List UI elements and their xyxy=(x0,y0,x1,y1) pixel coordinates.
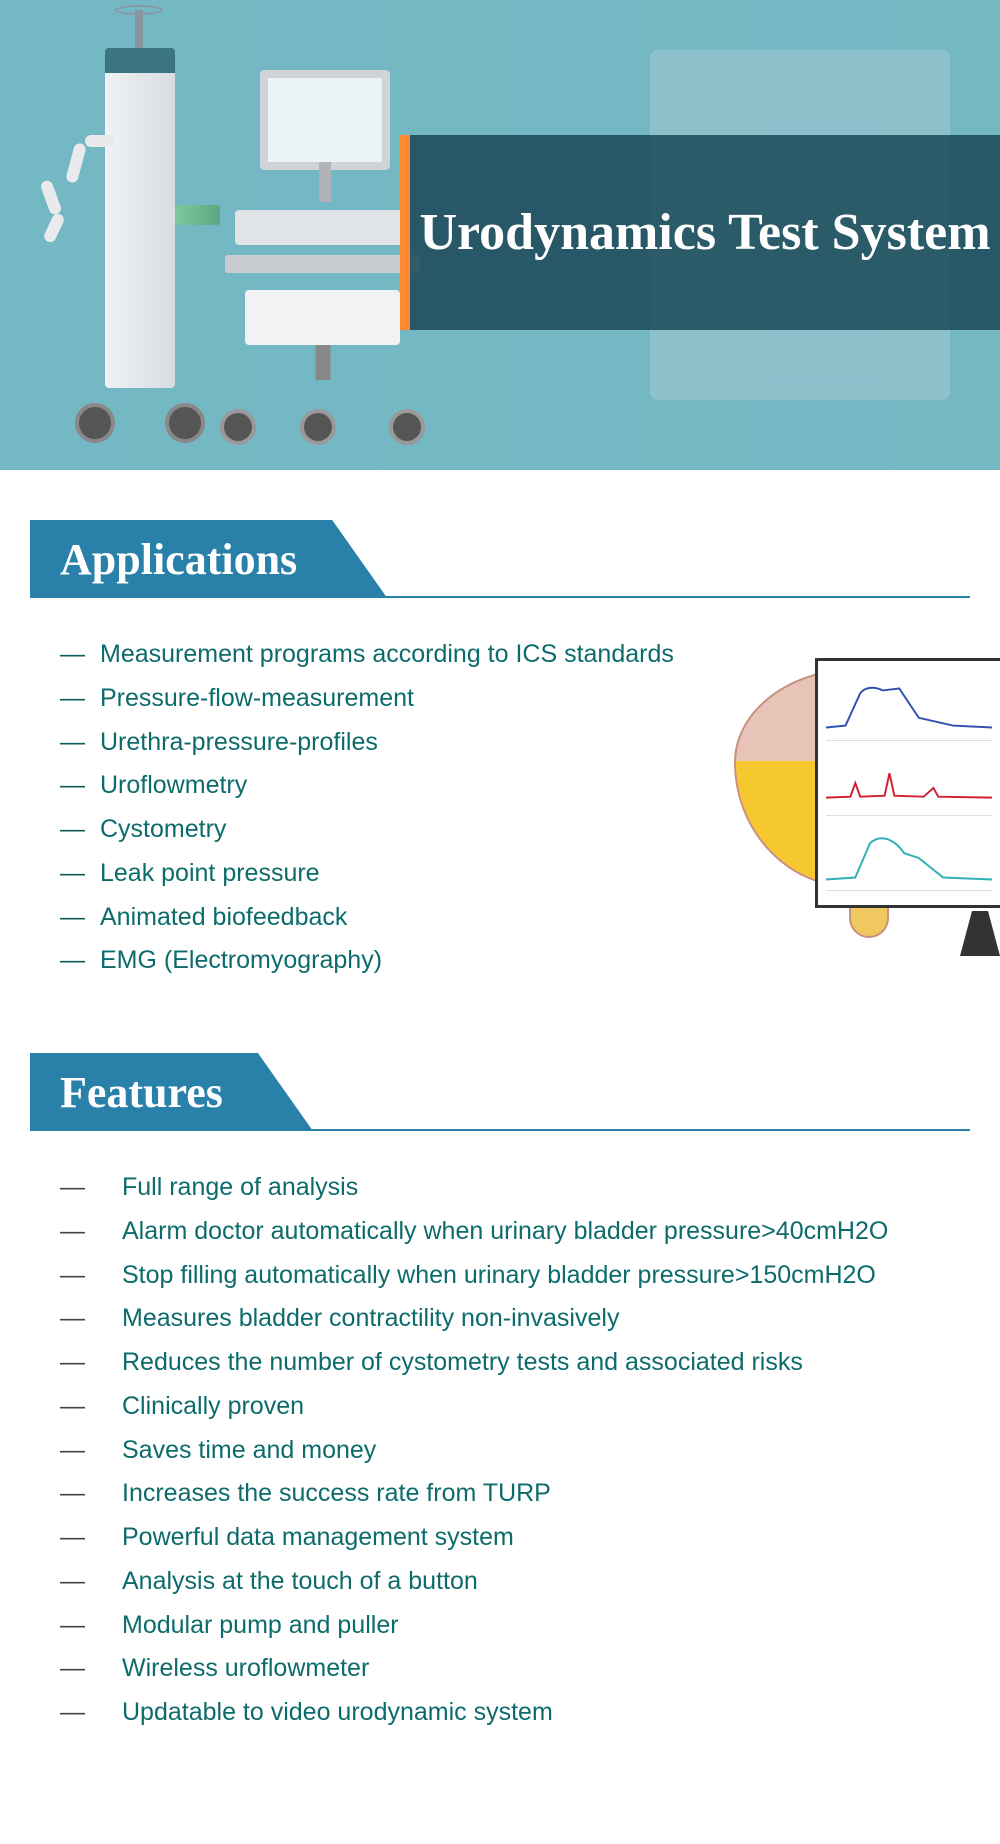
hero-title: Urodynamics Test System xyxy=(419,200,990,265)
applications-item: EMG (Electromyography) xyxy=(60,939,674,983)
waveform-monitor xyxy=(815,658,1000,908)
features-list: Full range of analysisAlarm doctor autom… xyxy=(30,1166,970,1735)
features-item: Alarm doctor automatically when urinary … xyxy=(60,1210,970,1254)
applications-title: Applications xyxy=(60,534,297,585)
applications-list: Measurement programs according to ICS st… xyxy=(30,633,674,983)
features-item: Measures bladder contractility non-invas… xyxy=(60,1297,970,1341)
hero-banner: Urodynamics Test System xyxy=(0,0,1000,470)
applications-item: Pressure-flow-measurement xyxy=(60,677,674,721)
features-item: Clinically proven xyxy=(60,1385,970,1429)
applications-item: Animated biofeedback xyxy=(60,896,674,940)
features-section: Features Full range of analysisAlarm doc… xyxy=(0,1003,1000,1755)
features-item: Modular pump and puller xyxy=(60,1604,970,1648)
features-header: Features xyxy=(30,1053,970,1131)
features-item: Wireless uroflowmeter xyxy=(60,1647,970,1691)
applications-item: Measurement programs according to ICS st… xyxy=(60,633,674,677)
applications-item: Leak point pressure xyxy=(60,852,674,896)
features-item: Reduces the number of cystometry tests a… xyxy=(60,1341,970,1385)
features-item: Saves time and money xyxy=(60,1429,970,1473)
applications-item: Urethra-pressure-profiles xyxy=(60,721,674,765)
features-item: Full range of analysis xyxy=(60,1166,970,1210)
features-item: Analysis at the touch of a button xyxy=(60,1560,970,1604)
features-item: Stop filling automatically when urinary … xyxy=(60,1254,970,1298)
applications-section: Applications Measurement programs accord… xyxy=(0,470,1000,1003)
features-item: Updatable to video urodynamic system xyxy=(60,1691,970,1735)
applications-item: Cystometry xyxy=(60,808,674,852)
applications-item: Uroflowmetry xyxy=(60,764,674,808)
features-item: Powerful data management system xyxy=(60,1516,970,1560)
hero-title-box: Urodynamics Test System xyxy=(400,135,1000,330)
features-item: Increases the success rate from TURP xyxy=(60,1472,970,1516)
bladder-diagram xyxy=(704,653,970,973)
applications-header: Applications xyxy=(30,520,970,598)
features-title: Features xyxy=(60,1067,223,1118)
product-illustration xyxy=(30,10,410,470)
